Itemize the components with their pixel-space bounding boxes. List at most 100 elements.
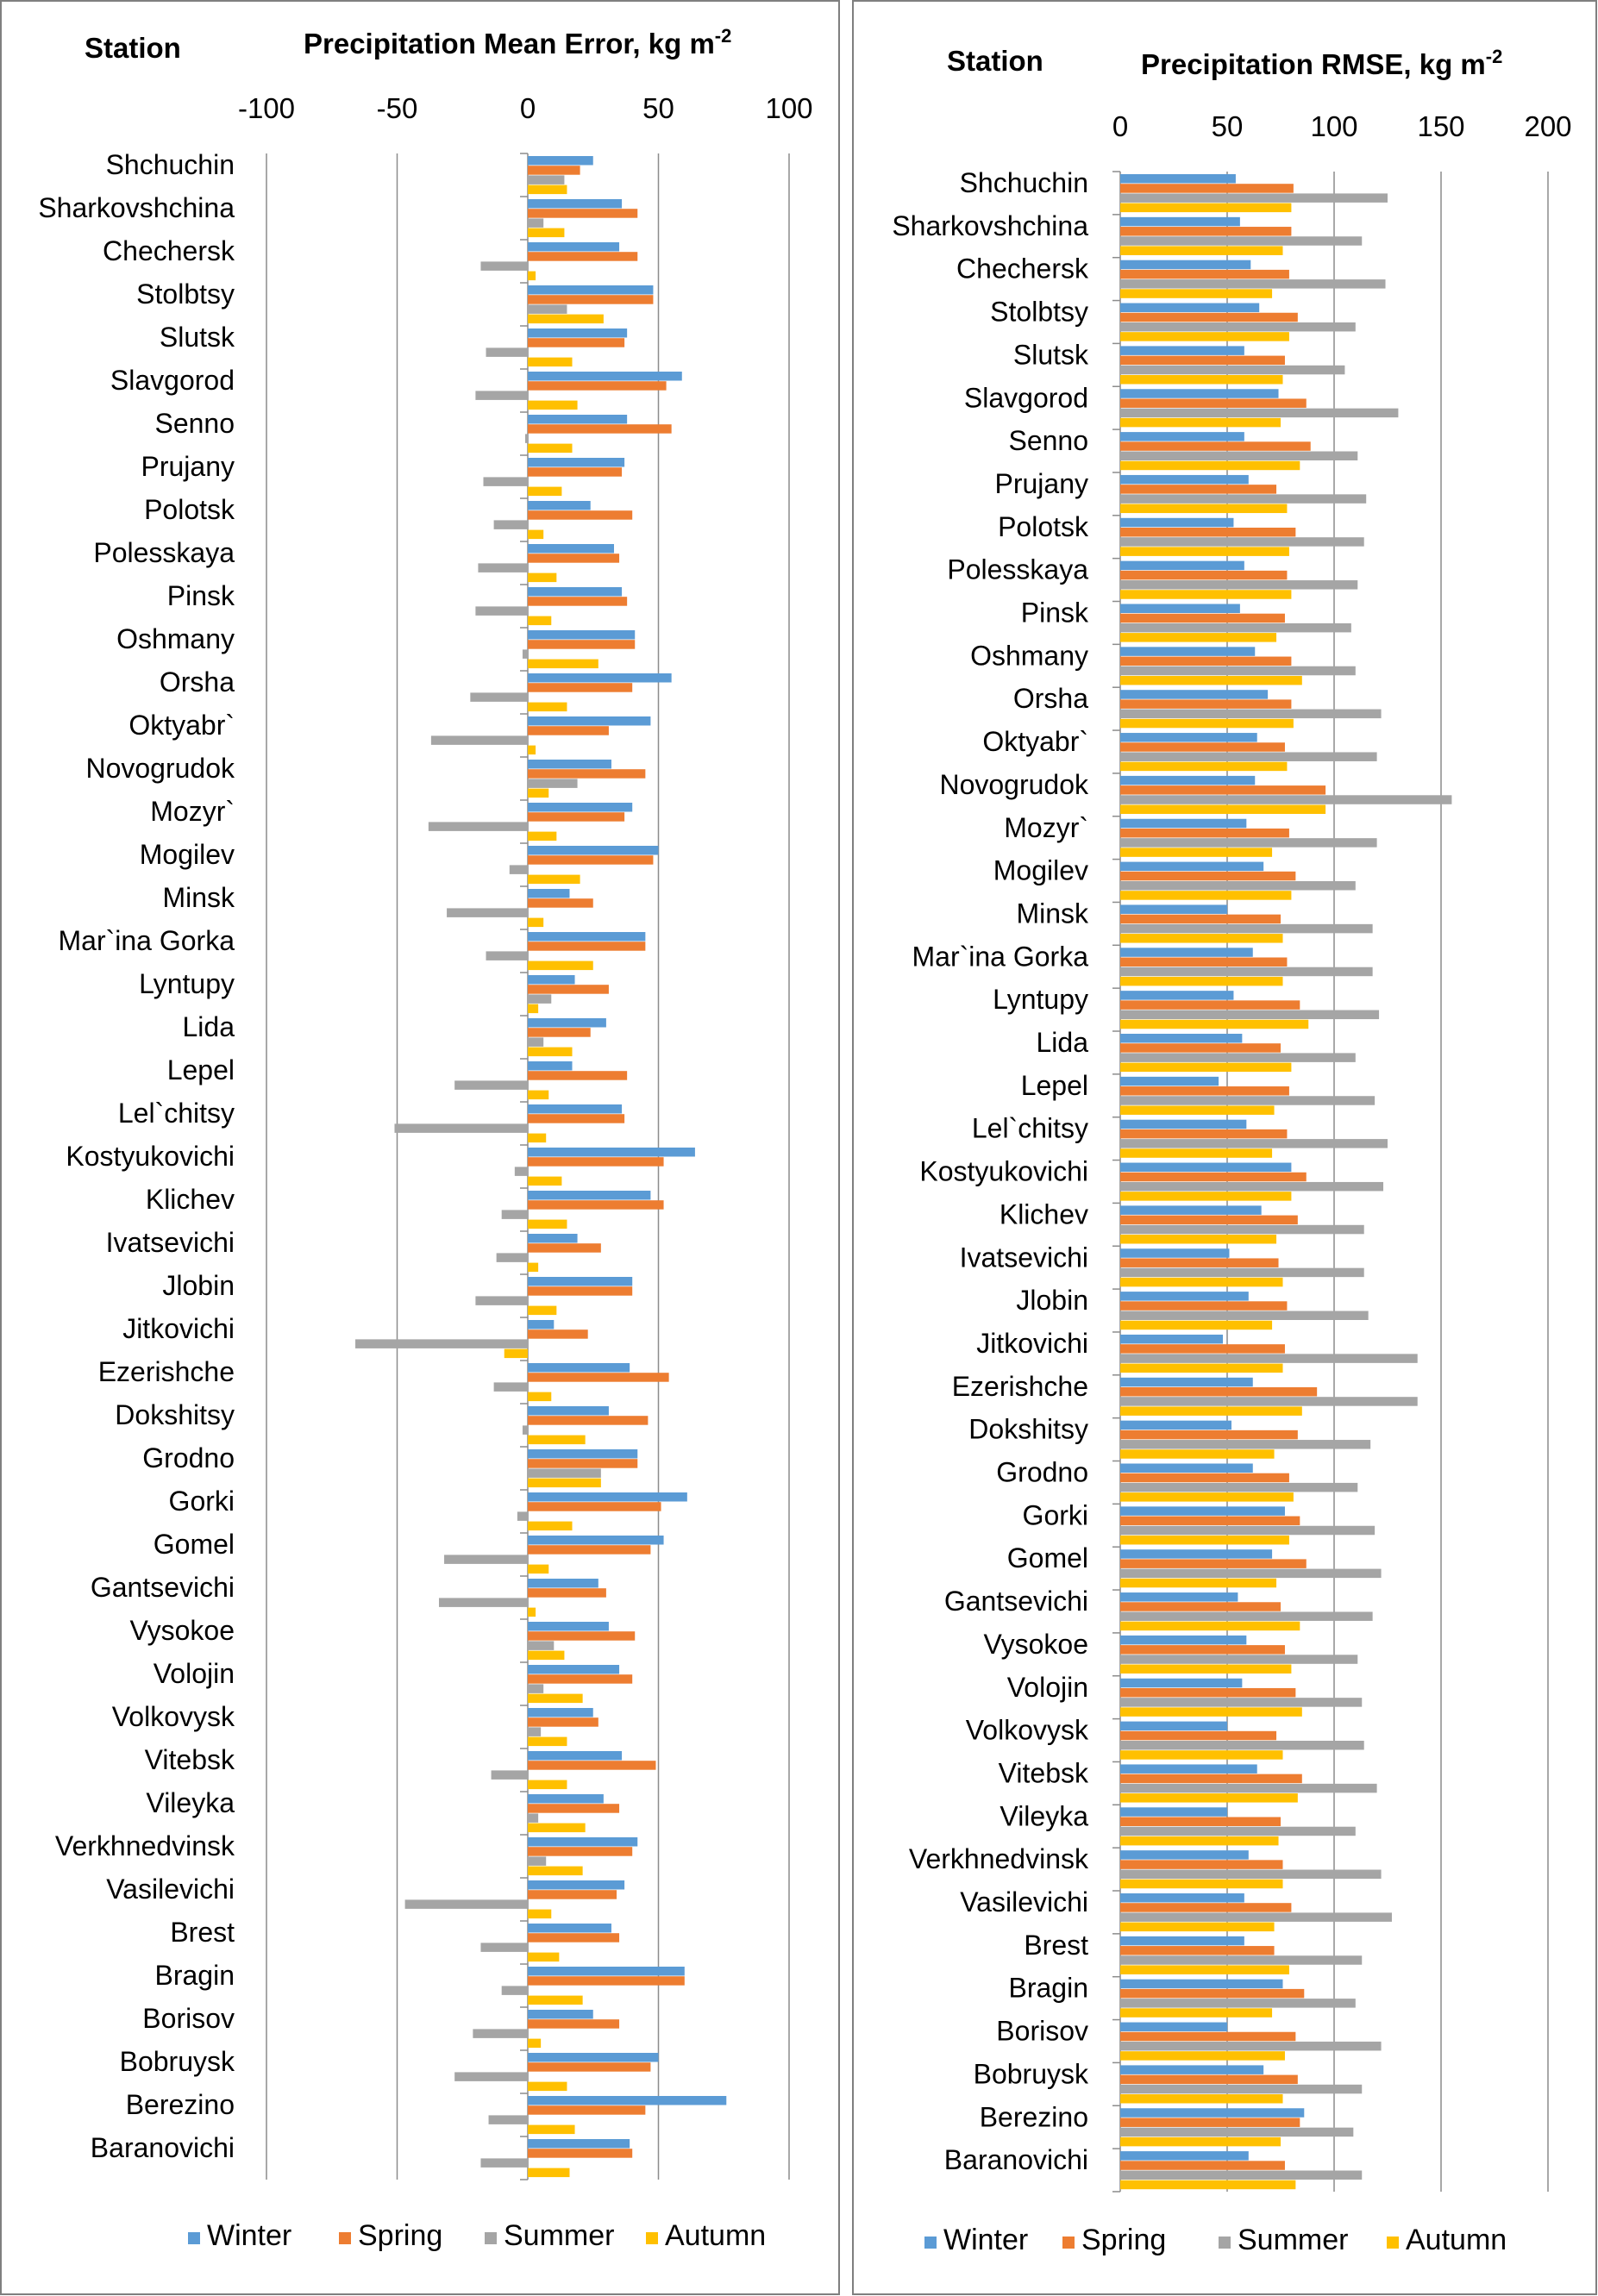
bar-autumn bbox=[528, 271, 536, 281]
bar-spring bbox=[528, 942, 646, 951]
bar-winter bbox=[528, 156, 593, 166]
bar-summer bbox=[1120, 1311, 1369, 1320]
category-label: Senno bbox=[154, 408, 235, 439]
category-label: Berezino bbox=[980, 2101, 1088, 2132]
category-label: Oktyabr` bbox=[128, 710, 235, 741]
x-tick-label: 50 bbox=[1212, 110, 1244, 142]
category-label: Vileyka bbox=[1000, 1800, 1088, 1831]
bar-spring bbox=[1120, 828, 1289, 838]
bar-summer bbox=[486, 347, 528, 357]
bar-summer bbox=[1120, 279, 1386, 289]
bar-autumn bbox=[1120, 460, 1300, 471]
bar-summer bbox=[1120, 2170, 1363, 2180]
category-label: Jlobin bbox=[162, 1270, 235, 1301]
bar-summer bbox=[1120, 1741, 1364, 1750]
category-label: Vasilevichi bbox=[106, 1874, 235, 1905]
bar-spring bbox=[1120, 699, 1292, 709]
bar-autumn bbox=[1120, 1707, 1302, 1717]
bar-winter bbox=[528, 1794, 604, 1804]
category-label: Mar`ina Gorka bbox=[912, 941, 1089, 972]
bar-summer bbox=[514, 1167, 528, 1176]
bar-winter bbox=[528, 458, 625, 467]
bar-spring bbox=[528, 769, 646, 779]
bar-winter bbox=[1120, 604, 1240, 613]
legend-swatch-summer bbox=[485, 2232, 497, 2244]
bar-spring bbox=[1120, 441, 1311, 451]
bar-autumn bbox=[1120, 1621, 1300, 1631]
bar-winter bbox=[1120, 1377, 1253, 1387]
bar-winter bbox=[528, 1061, 573, 1071]
bar-autumn bbox=[528, 1176, 562, 1186]
bar-summer bbox=[486, 951, 528, 960]
bar-winter bbox=[1120, 690, 1269, 699]
bar-spring bbox=[1120, 957, 1288, 967]
bar-autumn bbox=[528, 185, 567, 195]
category-label: Vileyka bbox=[146, 1787, 235, 1818]
category-label: Brest bbox=[170, 1917, 235, 1948]
bar-autumn bbox=[528, 1090, 549, 1100]
bar-spring bbox=[1120, 184, 1294, 193]
bar-autumn bbox=[528, 400, 578, 410]
bar-spring bbox=[528, 1200, 664, 1210]
legend-swatch-spring bbox=[1062, 2237, 1075, 2249]
bar-winter bbox=[1120, 904, 1227, 914]
bar-summer bbox=[1120, 1139, 1388, 1148]
bar-summer bbox=[475, 1296, 528, 1305]
bar-winter bbox=[1120, 1162, 1292, 1173]
category-label: Ivatsevichi bbox=[106, 1227, 235, 1258]
bar-summer bbox=[493, 520, 528, 529]
bar-summer bbox=[524, 434, 528, 443]
bar-spring bbox=[1120, 785, 1326, 795]
category-label: Klichev bbox=[146, 1184, 235, 1215]
bar-autumn bbox=[528, 1219, 567, 1229]
bar-spring bbox=[528, 1761, 656, 1770]
category-label: Klichev bbox=[1000, 1198, 1088, 1229]
category-label: Novogrudok bbox=[939, 769, 1089, 800]
bar-spring bbox=[1120, 1129, 1288, 1139]
bar-spring bbox=[528, 1674, 633, 1684]
bar-autumn bbox=[528, 1909, 552, 1919]
category-label: Lyntupy bbox=[993, 984, 1088, 1015]
bar-spring bbox=[528, 1114, 625, 1123]
bar-autumn bbox=[528, 443, 573, 454]
bar-autumn bbox=[1120, 203, 1292, 213]
bar-autumn bbox=[528, 1521, 573, 1531]
bar-autumn bbox=[1120, 1793, 1298, 1803]
category-label: Jitkovichi bbox=[976, 1328, 1088, 1359]
bar-autumn bbox=[528, 529, 544, 540]
bar-summer bbox=[1120, 580, 1358, 590]
category-label: Stolbtsy bbox=[136, 278, 235, 310]
category-label: Polesskaya bbox=[947, 554, 1088, 585]
bar-summer bbox=[1120, 1568, 1382, 1579]
bar-summer bbox=[404, 1899, 528, 1909]
bar-winter bbox=[1120, 517, 1234, 528]
bar-winter bbox=[528, 1363, 630, 1373]
bar-spring bbox=[1120, 1988, 1305, 1999]
bar-autumn bbox=[1120, 804, 1326, 814]
category-label: Pinsk bbox=[1021, 597, 1089, 629]
bar-spring bbox=[1120, 269, 1289, 279]
category-label: Ivatsevichi bbox=[960, 1242, 1088, 1273]
bar-autumn bbox=[1120, 848, 1273, 857]
category-label: Volojin bbox=[154, 1658, 235, 1689]
bar-winter bbox=[528, 285, 654, 295]
bar-spring bbox=[528, 985, 609, 994]
bar-autumn bbox=[528, 788, 549, 798]
bar-winter bbox=[1120, 1205, 1262, 1215]
bar-winter bbox=[528, 1880, 625, 1890]
category-label: Prujany bbox=[995, 468, 1089, 499]
bar-summer bbox=[1120, 537, 1364, 547]
bar-spring bbox=[528, 1804, 620, 1813]
bar-autumn bbox=[528, 2168, 570, 2178]
bar-spring bbox=[528, 381, 667, 391]
bar-spring bbox=[528, 2149, 633, 2158]
chart-title: Precipitation RMSE, kg m-2 bbox=[1141, 46, 1502, 80]
bar-winter bbox=[528, 1277, 633, 1286]
bar-winter bbox=[528, 975, 575, 985]
bar-spring bbox=[1120, 570, 1288, 580]
bar-spring bbox=[528, 726, 609, 735]
bar-spring bbox=[528, 683, 633, 692]
bar-winter bbox=[528, 1751, 623, 1761]
bar-autumn bbox=[1120, 675, 1302, 685]
bar-summer bbox=[1120, 709, 1382, 719]
